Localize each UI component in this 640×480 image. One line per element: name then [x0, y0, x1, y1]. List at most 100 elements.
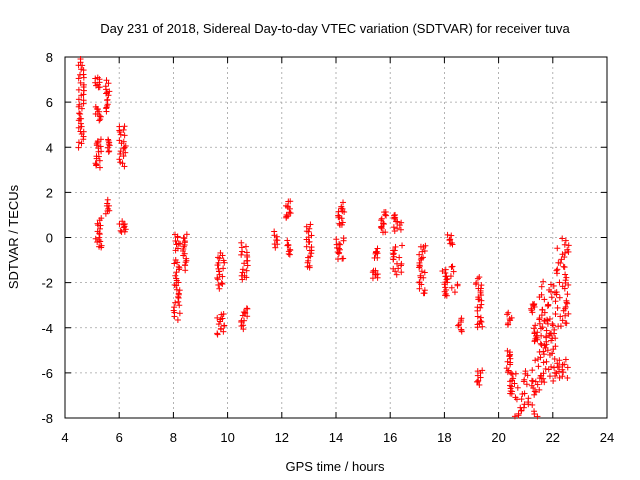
data-point: [416, 251, 423, 258]
data-point: [543, 327, 550, 334]
data-point: [243, 249, 250, 256]
data-point: [117, 151, 124, 158]
data-point: [535, 363, 542, 370]
data-point: [95, 84, 102, 91]
data-point: [546, 315, 553, 322]
x-axis-label: GPS time / hours: [286, 459, 385, 474]
data-point: [534, 413, 541, 420]
data-point: [446, 236, 453, 243]
data-point: [214, 276, 221, 283]
data-point: [378, 217, 385, 224]
data-point: [381, 209, 388, 216]
data-point: [117, 159, 124, 166]
data-point: [219, 315, 226, 322]
data-point: [556, 357, 563, 364]
data-point: [551, 326, 558, 333]
data-point: [78, 105, 85, 112]
y-tick-label: 6: [46, 95, 53, 110]
data-point: [174, 316, 181, 323]
y-axis-label: SDTVAR / TECUs: [6, 184, 21, 289]
data-point: [540, 375, 547, 382]
data-point: [214, 331, 221, 338]
data-point: [282, 202, 289, 209]
data-point: [306, 262, 313, 269]
data-point: [94, 138, 101, 145]
data-point: [510, 375, 517, 382]
data-point: [92, 103, 99, 110]
data-point: [562, 312, 569, 319]
data-point: [549, 320, 556, 327]
data-point: [393, 271, 400, 278]
data-point: [378, 215, 385, 222]
data-point: [521, 376, 528, 383]
data-point: [474, 313, 481, 320]
data-point: [532, 335, 539, 342]
data-point: [175, 263, 182, 270]
data-point: [287, 210, 294, 217]
data-point: [504, 347, 511, 354]
x-tick-label: 18: [437, 430, 451, 445]
x-tick-label: 12: [275, 430, 289, 445]
data-point: [75, 124, 82, 131]
data-point: [242, 243, 249, 250]
data-point: [98, 215, 105, 222]
y-tick-labels: -8 -6 -4 -2 0 2 4 6 8: [41, 50, 53, 426]
data-point: [215, 321, 222, 328]
data-point: [120, 126, 127, 133]
data-point: [75, 144, 82, 151]
data-point: [181, 238, 188, 245]
data-point: [518, 407, 525, 414]
data-point: [416, 279, 423, 286]
data-point: [103, 77, 110, 84]
data-point: [541, 351, 548, 358]
data-point: [546, 373, 553, 380]
data-point: [80, 97, 87, 104]
data-point: [543, 316, 550, 323]
data-point: [552, 369, 559, 376]
y-tick-label: 2: [46, 185, 53, 200]
data-point: [520, 404, 527, 411]
data-point: [238, 244, 245, 251]
data-point: [562, 271, 569, 278]
data-point: [340, 199, 347, 206]
data-point: [507, 349, 514, 356]
data-point: [506, 352, 513, 359]
data-point: [548, 363, 555, 370]
data-point: [171, 260, 178, 267]
data-point: [531, 408, 538, 415]
data-point: [478, 318, 485, 325]
data-point: [116, 137, 123, 144]
data-point: [542, 365, 549, 372]
data-point: [175, 240, 182, 247]
data-point: [391, 247, 398, 254]
data-point: [561, 264, 568, 271]
data-point: [477, 304, 484, 311]
data-point: [391, 212, 398, 219]
data-point: [118, 228, 125, 235]
data-point: [449, 263, 456, 270]
data-point: [448, 232, 455, 239]
data-point: [243, 305, 250, 312]
x-tick-label: 4: [61, 430, 68, 445]
data-point: [106, 142, 113, 149]
x-tick-label: 16: [383, 430, 397, 445]
data-point: [512, 394, 519, 401]
data-point: [102, 83, 109, 90]
data-point: [522, 368, 529, 375]
y-tick-label: 8: [46, 50, 53, 65]
data-point: [369, 275, 376, 282]
data-point: [473, 378, 480, 385]
data-point: [532, 322, 539, 329]
data-point: [521, 401, 528, 408]
data-point: [286, 209, 293, 216]
data-point: [422, 242, 429, 249]
data-point: [540, 278, 547, 285]
data-point: [478, 282, 485, 289]
data-point: [455, 322, 462, 329]
data-point: [538, 291, 545, 298]
data-point: [117, 131, 124, 138]
data-point: [559, 373, 566, 380]
data-point: [76, 101, 83, 108]
data-point: [105, 205, 112, 212]
data-point: [172, 299, 179, 306]
